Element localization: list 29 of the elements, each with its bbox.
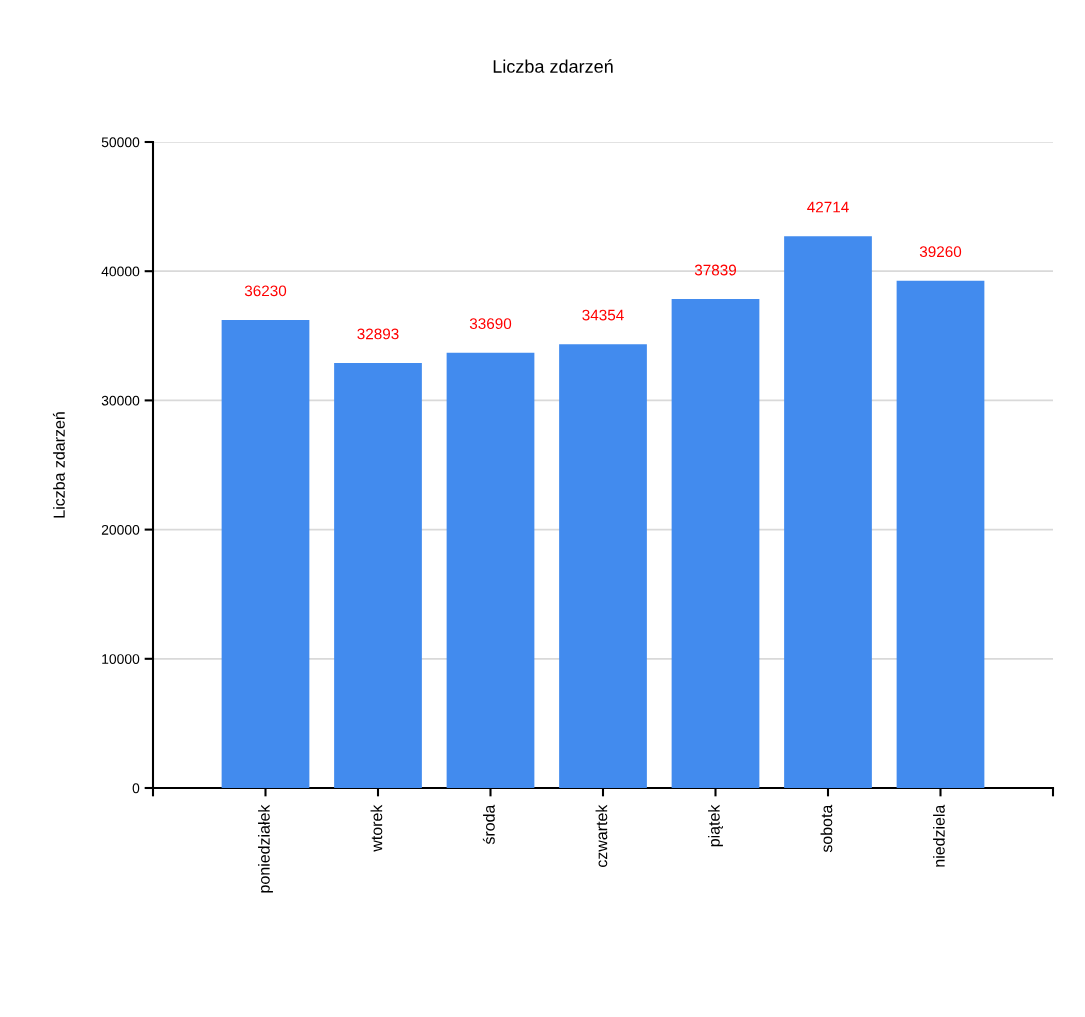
data-label: 33690 <box>469 318 512 330</box>
y-tick-label: 10000 <box>102 654 140 664</box>
bar <box>671 299 760 788</box>
y-tick-label: 30000 <box>101 395 140 406</box>
chart-title: Liczba zdarzeń <box>493 59 613 73</box>
data-label: 39260 <box>919 246 962 258</box>
x-tick-label: środa <box>482 804 495 845</box>
bar <box>446 352 535 788</box>
y-axis-title: Liczba zdarzeń <box>52 412 65 518</box>
y-tick-label: 0 <box>132 783 140 794</box>
data-label: 37839 <box>694 264 737 276</box>
data-label: 42714 <box>807 201 849 213</box>
bar <box>784 236 872 788</box>
x-tick-label: poniedziałek <box>258 804 273 893</box>
x-tick-label: czwartek <box>595 804 608 867</box>
bar <box>221 319 310 788</box>
y-tick-label: 40000 <box>101 266 140 277</box>
data-label: 32893 <box>357 328 399 340</box>
data-label: 34354 <box>582 309 624 321</box>
bar <box>559 344 647 788</box>
y-tick-label: 50000 <box>101 137 140 148</box>
bar <box>334 363 422 788</box>
x-tick-label: piątek <box>708 804 723 847</box>
x-tick-label: wtorek <box>370 804 383 852</box>
data-label: 36230 <box>244 285 287 297</box>
x-tick-label: sobota <box>820 804 833 853</box>
y-tick-label: 20000 <box>101 524 140 535</box>
bar <box>896 280 985 788</box>
x-tick-label: niedziela <box>933 804 945 867</box>
